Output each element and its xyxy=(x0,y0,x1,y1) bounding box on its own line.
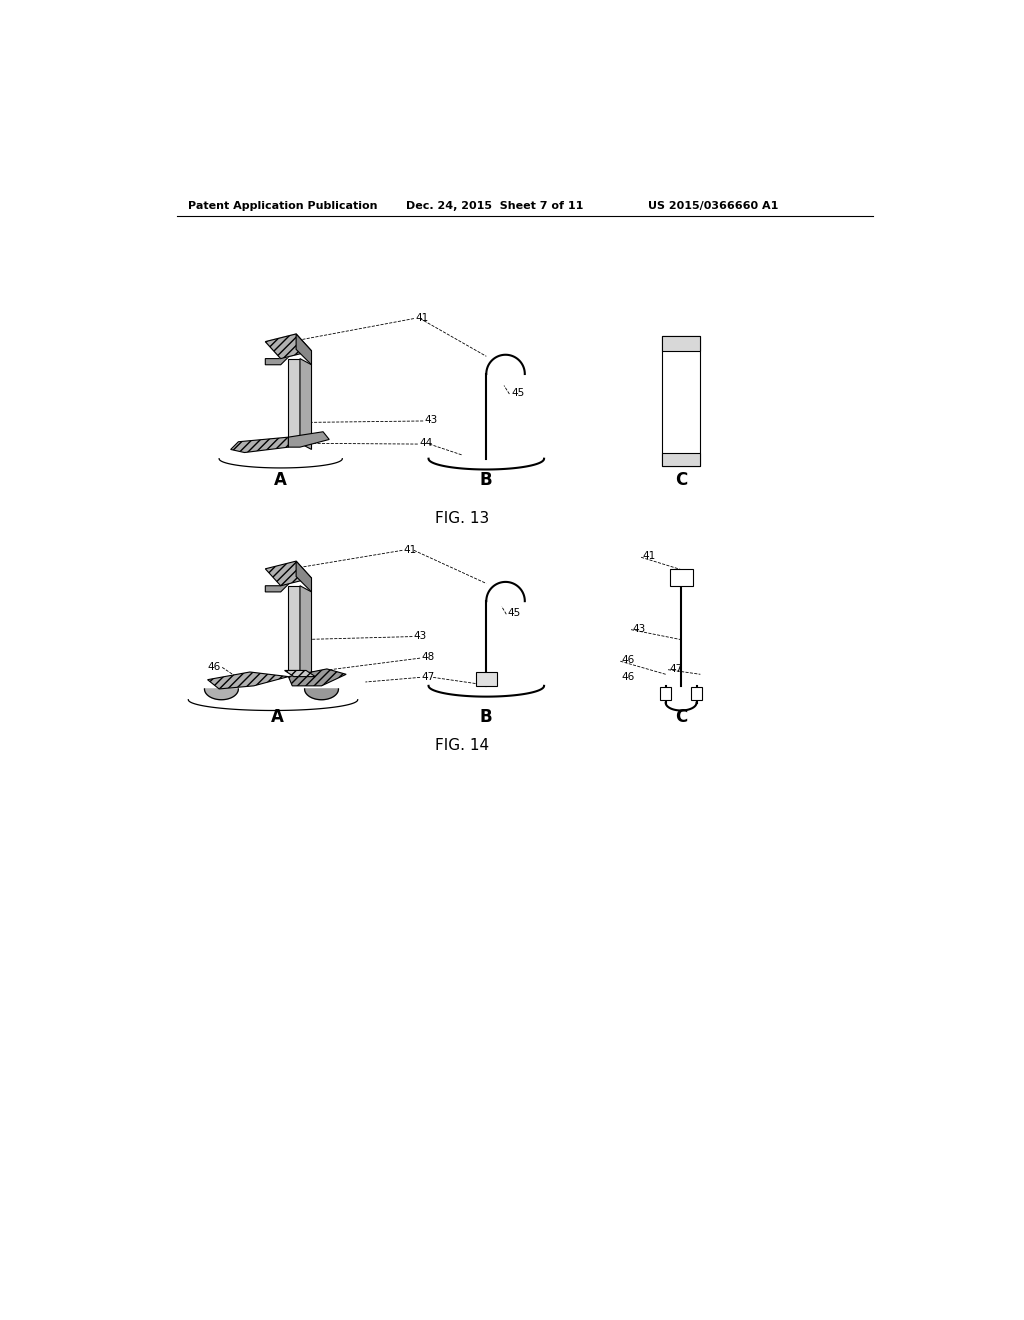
Polygon shape xyxy=(691,688,701,700)
Text: 44: 44 xyxy=(419,438,432,449)
Text: FIG. 14: FIG. 14 xyxy=(434,738,488,754)
Polygon shape xyxy=(265,334,311,359)
Polygon shape xyxy=(289,669,346,686)
Polygon shape xyxy=(300,586,311,677)
Polygon shape xyxy=(205,689,239,700)
Text: 41: 41 xyxy=(643,552,655,561)
Polygon shape xyxy=(304,689,339,700)
Text: 43: 43 xyxy=(425,416,438,425)
Polygon shape xyxy=(208,672,289,689)
Text: C: C xyxy=(675,471,687,490)
Polygon shape xyxy=(662,453,700,466)
Text: B: B xyxy=(480,471,493,490)
Polygon shape xyxy=(289,586,300,671)
Text: A: A xyxy=(270,708,284,726)
Polygon shape xyxy=(300,359,311,449)
Polygon shape xyxy=(662,335,700,351)
Text: 45: 45 xyxy=(511,388,524,399)
Polygon shape xyxy=(670,569,692,586)
Text: 48: 48 xyxy=(422,652,435,663)
Polygon shape xyxy=(265,561,311,586)
Polygon shape xyxy=(230,437,289,453)
Polygon shape xyxy=(660,688,671,700)
Text: Dec. 24, 2015  Sheet 7 of 11: Dec. 24, 2015 Sheet 7 of 11 xyxy=(407,201,584,211)
Polygon shape xyxy=(289,359,300,444)
Text: FIG. 13: FIG. 13 xyxy=(434,511,488,527)
Polygon shape xyxy=(296,334,311,364)
Text: C: C xyxy=(675,708,687,726)
Text: 43: 43 xyxy=(414,631,427,640)
Text: 47: 47 xyxy=(422,672,435,681)
Text: US 2015/0366660 A1: US 2015/0366660 A1 xyxy=(648,201,778,211)
Polygon shape xyxy=(285,671,315,677)
Polygon shape xyxy=(296,561,311,591)
Text: 41: 41 xyxy=(403,545,417,554)
Text: B: B xyxy=(480,708,493,726)
Polygon shape xyxy=(265,577,296,591)
Text: Patent Application Publication: Patent Application Publication xyxy=(188,201,378,211)
Text: A: A xyxy=(274,471,287,490)
Polygon shape xyxy=(475,672,497,686)
Polygon shape xyxy=(662,335,700,466)
Text: 45: 45 xyxy=(508,609,521,619)
Polygon shape xyxy=(265,350,296,364)
Text: 43: 43 xyxy=(633,624,646,634)
Text: 47: 47 xyxy=(670,664,683,675)
Text: 46: 46 xyxy=(622,656,635,665)
Polygon shape xyxy=(289,432,330,447)
Text: 46: 46 xyxy=(208,661,220,672)
Text: 41: 41 xyxy=(416,313,429,323)
Polygon shape xyxy=(265,334,311,359)
Text: 46: 46 xyxy=(622,672,635,681)
